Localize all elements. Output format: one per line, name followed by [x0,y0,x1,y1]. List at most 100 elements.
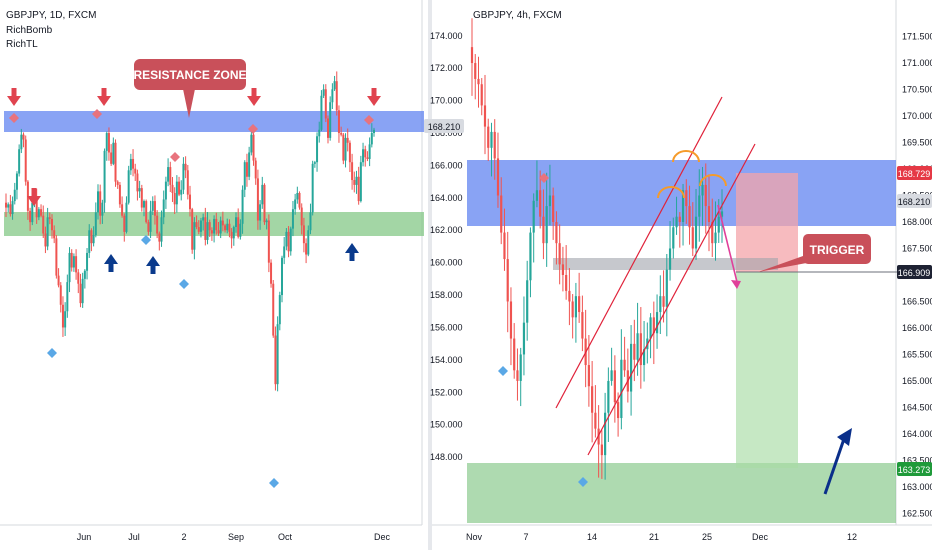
candle-body [149,210,152,232]
candle-body [558,243,561,265]
left-chart-panel[interactable]: RESISTANCE ZONE GBPJPY, 1D, FXCM RichBom… [0,0,464,542]
price-axis-tick: 163.500 [902,455,932,465]
price-axis-tick: 170.000 [902,111,932,121]
candle-body [140,188,143,208]
price-axis-tick: 160.000 [430,258,463,268]
candle-body [24,139,27,182]
price-tag-target-text: 163.273 [898,465,931,475]
candle-body [607,380,610,413]
price-axis-tick: 171.000 [902,58,932,68]
candle-body [597,428,600,445]
candle-body [574,296,577,318]
candle-body [327,118,329,138]
sell-signal-arrow [11,88,17,97]
candle-body [278,295,281,325]
candle-body [199,220,202,232]
candle-body [581,312,584,339]
price-axis-tick: 166.000 [902,323,932,333]
candle-body [70,252,73,268]
candle-body [164,181,167,200]
candle-body [272,283,275,336]
candle-body [346,137,349,143]
price-axis-tick: 162.500 [902,508,932,518]
diamond-red-marker [539,173,549,183]
candle-body [366,157,369,159]
candle-body [226,223,229,231]
candle-body [355,176,358,185]
candle-body [92,235,95,244]
candle-body [40,209,43,216]
diamond-blue-marker [179,279,189,289]
candle-body [688,206,691,228]
candle-body [66,282,69,312]
candle-body [15,173,18,190]
candle-body [298,192,301,208]
candle-body [561,264,565,275]
candle-body [68,252,71,283]
candle-body [178,181,181,195]
sell-signal-arrow-head [97,96,111,106]
candle-body [594,412,597,429]
candle-body [252,134,255,161]
candle-body [105,133,108,151]
sell-signal-arrow [31,188,37,197]
candle-body [143,201,145,208]
candle-body [37,209,40,218]
candle-body [31,202,34,223]
candle-body [83,270,86,279]
candle-body [44,233,47,247]
candle-body [342,134,345,161]
candle-body [335,81,338,111]
candle-body [555,221,558,244]
candle-body [197,227,200,232]
buy-signal-arrow-head [146,256,160,266]
candle-body [548,195,552,207]
candle-body [320,95,323,130]
candle-body [675,216,678,228]
head-shoulders-arches [657,150,727,199]
diamond-blue-marker [498,366,508,376]
left-price-axis: 174.000 172.000 170.000 168.000 166.000 164.0… [430,31,463,462]
candle-body [529,232,532,281]
price-tag-trigger: 166.909 [897,265,932,279]
time-axis-tick: Sep [228,532,244,542]
candle-body [193,222,196,250]
candle-body [545,206,548,244]
time-axis-tick: 14 [587,532,597,542]
indicator-richtl: RichTL [6,39,38,50]
candle-body [110,152,113,164]
trigger-callout: TRIGGER [758,234,871,272]
bullish-arrow [823,428,852,495]
candle-body [509,301,513,339]
candle-body [129,158,132,171]
candle-body [474,63,477,79]
candle-body [289,228,292,252]
candle-body [714,232,717,244]
candle-body [259,204,262,221]
candle-body [276,324,279,385]
candle-body [591,386,594,413]
right-chart-panel[interactable]: TRIGGER GBPJPY, 4h, FXCM 171.500 171.000 1… [432,0,932,542]
candle-body [322,89,325,96]
candle-body [364,149,367,158]
candle-body [500,195,503,233]
candle-body [318,129,321,137]
price-axis-tick: 172.000 [430,63,463,73]
right-time-axis: Nov 7 14 21 25 Dec 12 [466,532,857,542]
candle-body [294,199,297,210]
candle-body [81,278,84,304]
candle-body [127,170,130,203]
candle-body [256,178,259,221]
time-axis-tick: 12 [847,532,857,542]
stop-loss-zone [736,173,798,272]
candle-body [35,196,38,218]
sell-signal-arrow [371,88,377,97]
candle-body [215,218,218,231]
candle-body [147,222,150,232]
buy-signal-arrow-head [104,254,118,264]
price-axis-tick: 164.000 [902,429,932,439]
candle-body [48,217,51,219]
diamond-red-marker [248,124,258,134]
price-tag-last-text: 168.210 [898,197,931,207]
candle-body [46,217,49,247]
